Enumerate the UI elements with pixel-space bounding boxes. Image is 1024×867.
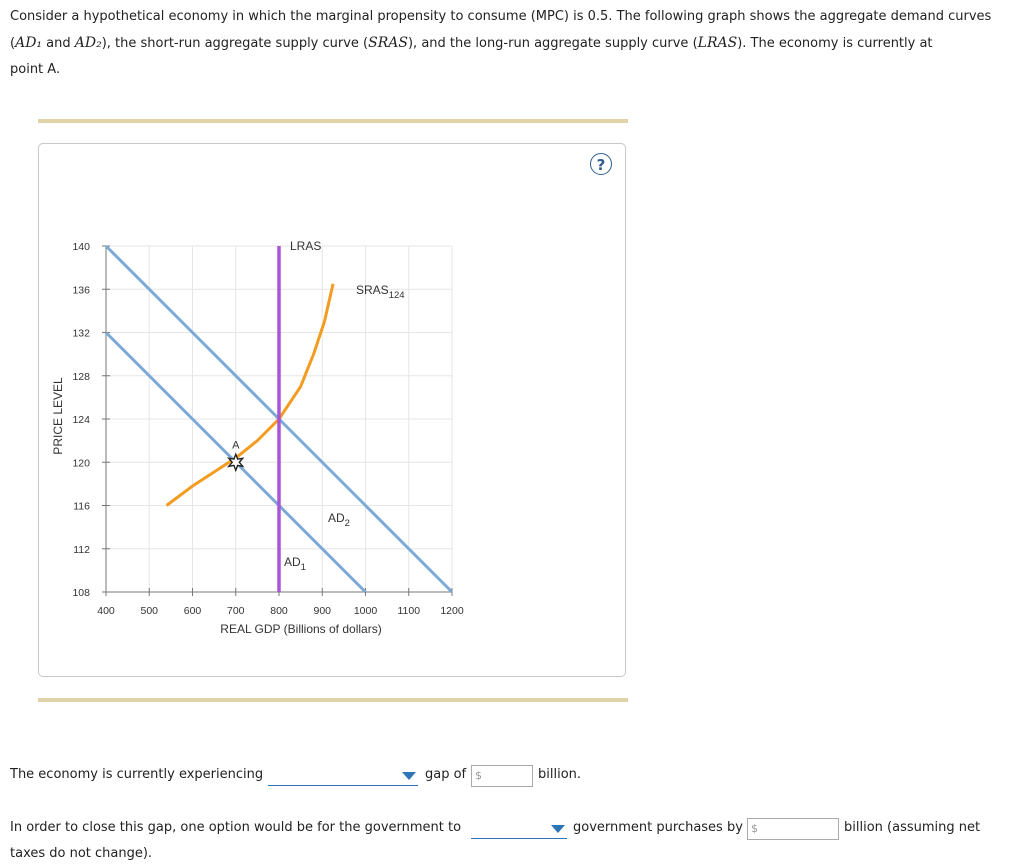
x-tick-label: 600 — [184, 605, 202, 617]
point-a-label: A — [232, 439, 240, 451]
bottom-divider — [38, 698, 628, 702]
series-sras124 — [165, 283, 335, 507]
lras-symbol: LRAS — [697, 35, 738, 51]
q2-continuation: taxes do not change). — [10, 846, 153, 861]
y-tick-label: 140 — [72, 241, 90, 253]
graph-panel — [38, 143, 626, 677]
intro-line-3: point A. — [10, 62, 61, 77]
series-label-sras124: SRAS124 — [356, 283, 405, 301]
x-axis-title: REAL GDP (Billions of dollars) — [220, 622, 381, 636]
x-tick-label: 900 — [313, 605, 331, 617]
y-axis-title: PRICE LEVEL — [51, 377, 65, 455]
ad2-symbol: AD₂ — [74, 35, 102, 51]
y-tick-label: 120 — [72, 457, 90, 469]
y-tick-label: 136 — [72, 284, 90, 296]
series-label-lras: LRAS — [290, 239, 321, 253]
q1-mid: gap of — [425, 767, 467, 782]
q1-prefix: The economy is currently experiencing — [10, 767, 264, 782]
chart-labels: 400 500 600 700 800 900 1000 1100 1200 108 112 116 1… — [51, 239, 464, 636]
chevron-down-icon — [402, 772, 416, 780]
purchases-amount-input[interactable] — [760, 820, 838, 840]
dollar-sign: $ — [751, 822, 758, 835]
gap-type-dropdown[interactable] — [268, 766, 418, 786]
series-label-ad2: AD2 — [328, 511, 350, 529]
dollar-sign: $ — [475, 769, 482, 782]
y-tick-label: 112 — [73, 544, 90, 556]
y-tick-label: 124 — [72, 414, 90, 426]
y-tick-label: 116 — [73, 501, 90, 513]
ad1-symbol: AD₁ — [15, 35, 43, 51]
gap-amount-input[interactable] — [484, 767, 532, 787]
sras-symbol: SRAS — [368, 35, 408, 51]
series-lines — [104, 244, 454, 594]
chevron-down-icon — [551, 825, 565, 833]
q2-prefix: In order to close this gap, one option w… — [10, 820, 462, 835]
series-label-ad1: AD1 — [284, 555, 306, 573]
gap-amount-field[interactable]: $ — [471, 765, 533, 787]
x-tick-label: 700 — [227, 605, 245, 617]
y-tick-label: 132 — [72, 328, 90, 340]
top-divider — [38, 119, 628, 123]
help-icon[interactable]: ? — [590, 153, 612, 175]
purchases-amount-field[interactable]: $ — [747, 818, 839, 840]
x-tick-label: 1000 — [354, 605, 378, 617]
x-tick-label: 1100 — [397, 605, 420, 617]
intro-line-1: Consider a hypothetical economy in which… — [10, 9, 992, 24]
q2-mid: government purchases by — [573, 820, 743, 835]
x-tick-label: 400 — [97, 605, 115, 617]
q2-suffix: billion (assuming net — [844, 820, 981, 835]
policy-direction-dropdown[interactable] — [471, 819, 567, 839]
intro-line-2: (AD₁ and AD₂), the short-run aggregate s… — [10, 35, 933, 51]
x-tick-label: 1200 — [440, 605, 464, 617]
q1-suffix: billion. — [538, 767, 582, 782]
problem-statement: Consider a hypothetical economy in which… — [10, 4, 1005, 83]
x-tick-label: 800 — [270, 605, 288, 617]
x-tick-label: 500 — [140, 605, 158, 617]
point-a-star-icon — [227, 452, 245, 473]
y-tick-label: 108 — [72, 587, 90, 599]
y-tick-label: 128 — [72, 371, 90, 383]
